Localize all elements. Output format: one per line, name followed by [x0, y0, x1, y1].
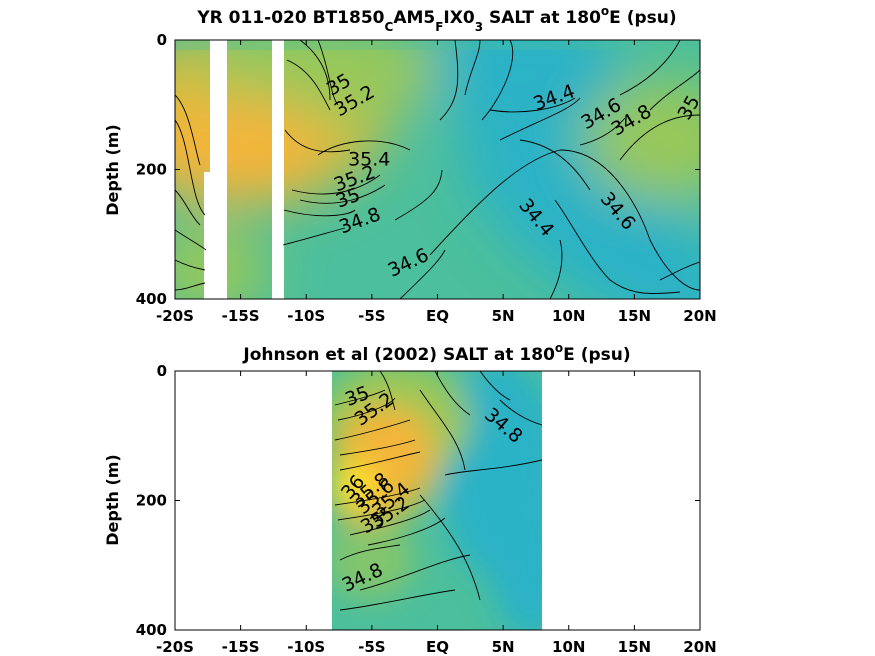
ylabel-observed: Depth (m) — [103, 454, 122, 546]
ytick-label-model: 0 — [157, 31, 167, 49]
xtick-label-model: -10S — [287, 307, 325, 325]
xtick-label-observed: EQ — [426, 638, 449, 656]
xtick-label-observed: -15S — [222, 638, 260, 656]
panel-observed: Johnson et al (2002) SALT at 180oE (psu) — [103, 341, 717, 656]
title-observed: Johnson et al (2002) SALT at 180oE (psu) — [242, 341, 630, 365]
contours-observed — [334, 371, 542, 611]
xtick-label-model: EQ — [426, 307, 449, 325]
ylabel-model: Depth (m) — [103, 124, 122, 216]
ytick-label-observed: 200 — [136, 492, 167, 510]
title-model: YR 011-020 BT1850CAM5FIX03 SALT at 180oE… — [196, 4, 676, 34]
salinity-field-observed — [332, 371, 542, 630]
contour-label-model: 35.4 — [348, 148, 390, 170]
xtick-label-model: -15S — [222, 307, 260, 325]
data-gaps-model — [204, 40, 284, 299]
xtick-label-observed: 15N — [618, 638, 651, 656]
xtick-label-model: -5S — [358, 307, 385, 325]
xtick-label-observed: -20S — [156, 638, 194, 656]
xtick-label-model: 20N — [683, 307, 716, 325]
ytick-label-model: 200 — [136, 161, 167, 179]
xtick-label-model: -20S — [156, 307, 194, 325]
xtick-label-model: 10N — [552, 307, 585, 325]
xtick-label-model: 5N — [492, 307, 515, 325]
xtick-label-observed: 10N — [552, 638, 585, 656]
xtick-label-model: 15N — [618, 307, 651, 325]
yticks-model: 0 200 400 — [136, 31, 700, 308]
xtick-label-observed: -10S — [287, 638, 325, 656]
xtick-label-observed: -5S — [358, 638, 385, 656]
ytick-label-model: 400 — [136, 290, 167, 308]
panel-model: YR 011-020 BT1850CAM5FIX03 SALT at 180oE… — [103, 4, 717, 325]
xticks-observed: -20S -15S -10S -5S EQ 5N 10N 15N 20N — [156, 371, 717, 656]
ytick-label-observed: 0 — [157, 362, 167, 380]
xticks-model: -20S -15S -10S -5S EQ 5N 10N 15N 20N — [156, 40, 717, 325]
xtick-label-observed: 20N — [683, 638, 716, 656]
ytick-label-observed: 400 — [136, 621, 167, 639]
yticks-observed: 0 200 400 — [136, 362, 700, 639]
xtick-label-observed: 5N — [492, 638, 515, 656]
contours-model — [175, 40, 700, 299]
